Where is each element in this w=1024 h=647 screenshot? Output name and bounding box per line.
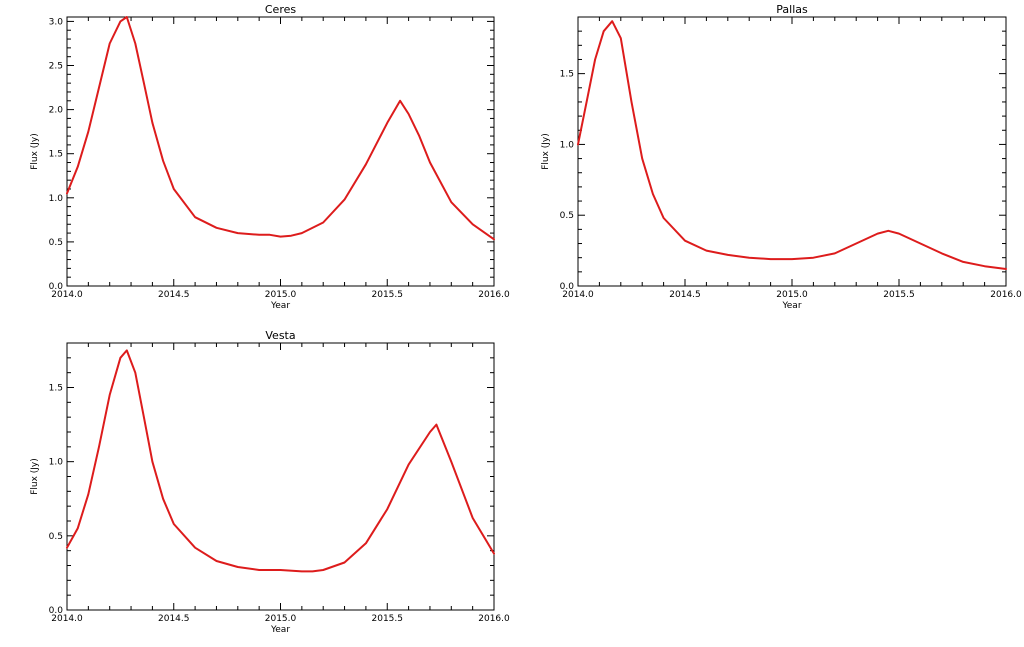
ceres-x-tick-label: 2015.5 <box>372 290 404 300</box>
ceres-y-tick-label: 2.0 <box>49 106 64 116</box>
pallas-x-tick-label: 2014.5 <box>669 290 701 300</box>
vesta-y-tick-label: 0.5 <box>49 532 63 542</box>
vesta-x-tick-label: 2015.5 <box>372 614 404 624</box>
pallas-y-tick-label: 1.0 <box>560 140 575 150</box>
vesta-y-tick-label: 1.0 <box>49 458 64 468</box>
ceres-plot-frame <box>66 16 495 287</box>
ceres-x-tick-label: 2014.0 <box>51 290 83 300</box>
ceres-y-tick-label: 0.0 <box>49 282 64 292</box>
pallas-x-axis-label: Year <box>781 301 801 311</box>
ceres-x-axis-label: Year <box>270 301 290 311</box>
ceres-y-tick-label: 3.0 <box>49 17 64 27</box>
pallas-y-tick-label: 0.5 <box>560 211 574 221</box>
pallas-title: Pallas <box>776 3 808 16</box>
ceres-y-tick-label: 1.5 <box>49 150 63 160</box>
ceres-chart: Ceres 2014.0 2014.5 2015.0 2015.5 2016.0 0.0 0.… <box>30 3 510 311</box>
ceres-y-tick-label: 2.5 <box>49 62 63 72</box>
pallas-plot-frame <box>577 16 1007 287</box>
ceres-title: Ceres <box>265 3 296 16</box>
vesta-y-axis-label: Flux (Jy) <box>30 458 40 495</box>
vesta-x-tick-label: 2015.0 <box>265 614 297 624</box>
vesta-chart: Vesta 2014.0 2014.5 2015.0 2015.5 2016.0 0.0 0.… <box>30 329 510 635</box>
ceres-x-tick-label: 2016.0 <box>478 290 510 300</box>
vesta-x-tick-label: 2014.5 <box>158 614 190 624</box>
vesta-x-tick-label: 2016.0 <box>478 614 510 624</box>
pallas-x-tick-label: 2016.0 <box>990 290 1022 300</box>
ceres-y-tick-label: 1.0 <box>49 194 64 204</box>
pallas-y-tick-label: 1.5 <box>560 70 574 80</box>
pallas-y-tick-label: 0.0 <box>560 282 575 292</box>
ceres-y-axis-label: Flux (Jy) <box>30 133 40 170</box>
ceres-flux-series-line <box>66 16 495 241</box>
vesta-y-tick-label: 0.0 <box>49 606 64 616</box>
vesta-x-axis-label: Year <box>270 625 290 635</box>
pallas-x-tick-label: 2014.0 <box>562 290 594 300</box>
ceres-x-tick-label: 2015.0 <box>265 290 297 300</box>
pallas-x-tick-label: 2015.5 <box>883 290 915 300</box>
vesta-x-tick-label: 2014.0 <box>51 614 83 624</box>
pallas-flux-series-line <box>577 20 1007 270</box>
vesta-flux-series-line <box>66 349 495 573</box>
ceres-x-tick-label: 2014.5 <box>158 290 190 300</box>
pallas-chart: Pallas 2014.0 2014.5 2015.0 2015.5 2016.0 0.0 0… <box>541 3 1022 311</box>
vesta-title: Vesta <box>265 329 295 342</box>
pallas-y-axis-label: Flux (Jy) <box>541 133 551 170</box>
pallas-x-tick-label: 2015.0 <box>776 290 808 300</box>
ceres-y-tick-label: 0.5 <box>49 238 63 248</box>
vesta-y-tick-label: 1.5 <box>49 384 63 394</box>
